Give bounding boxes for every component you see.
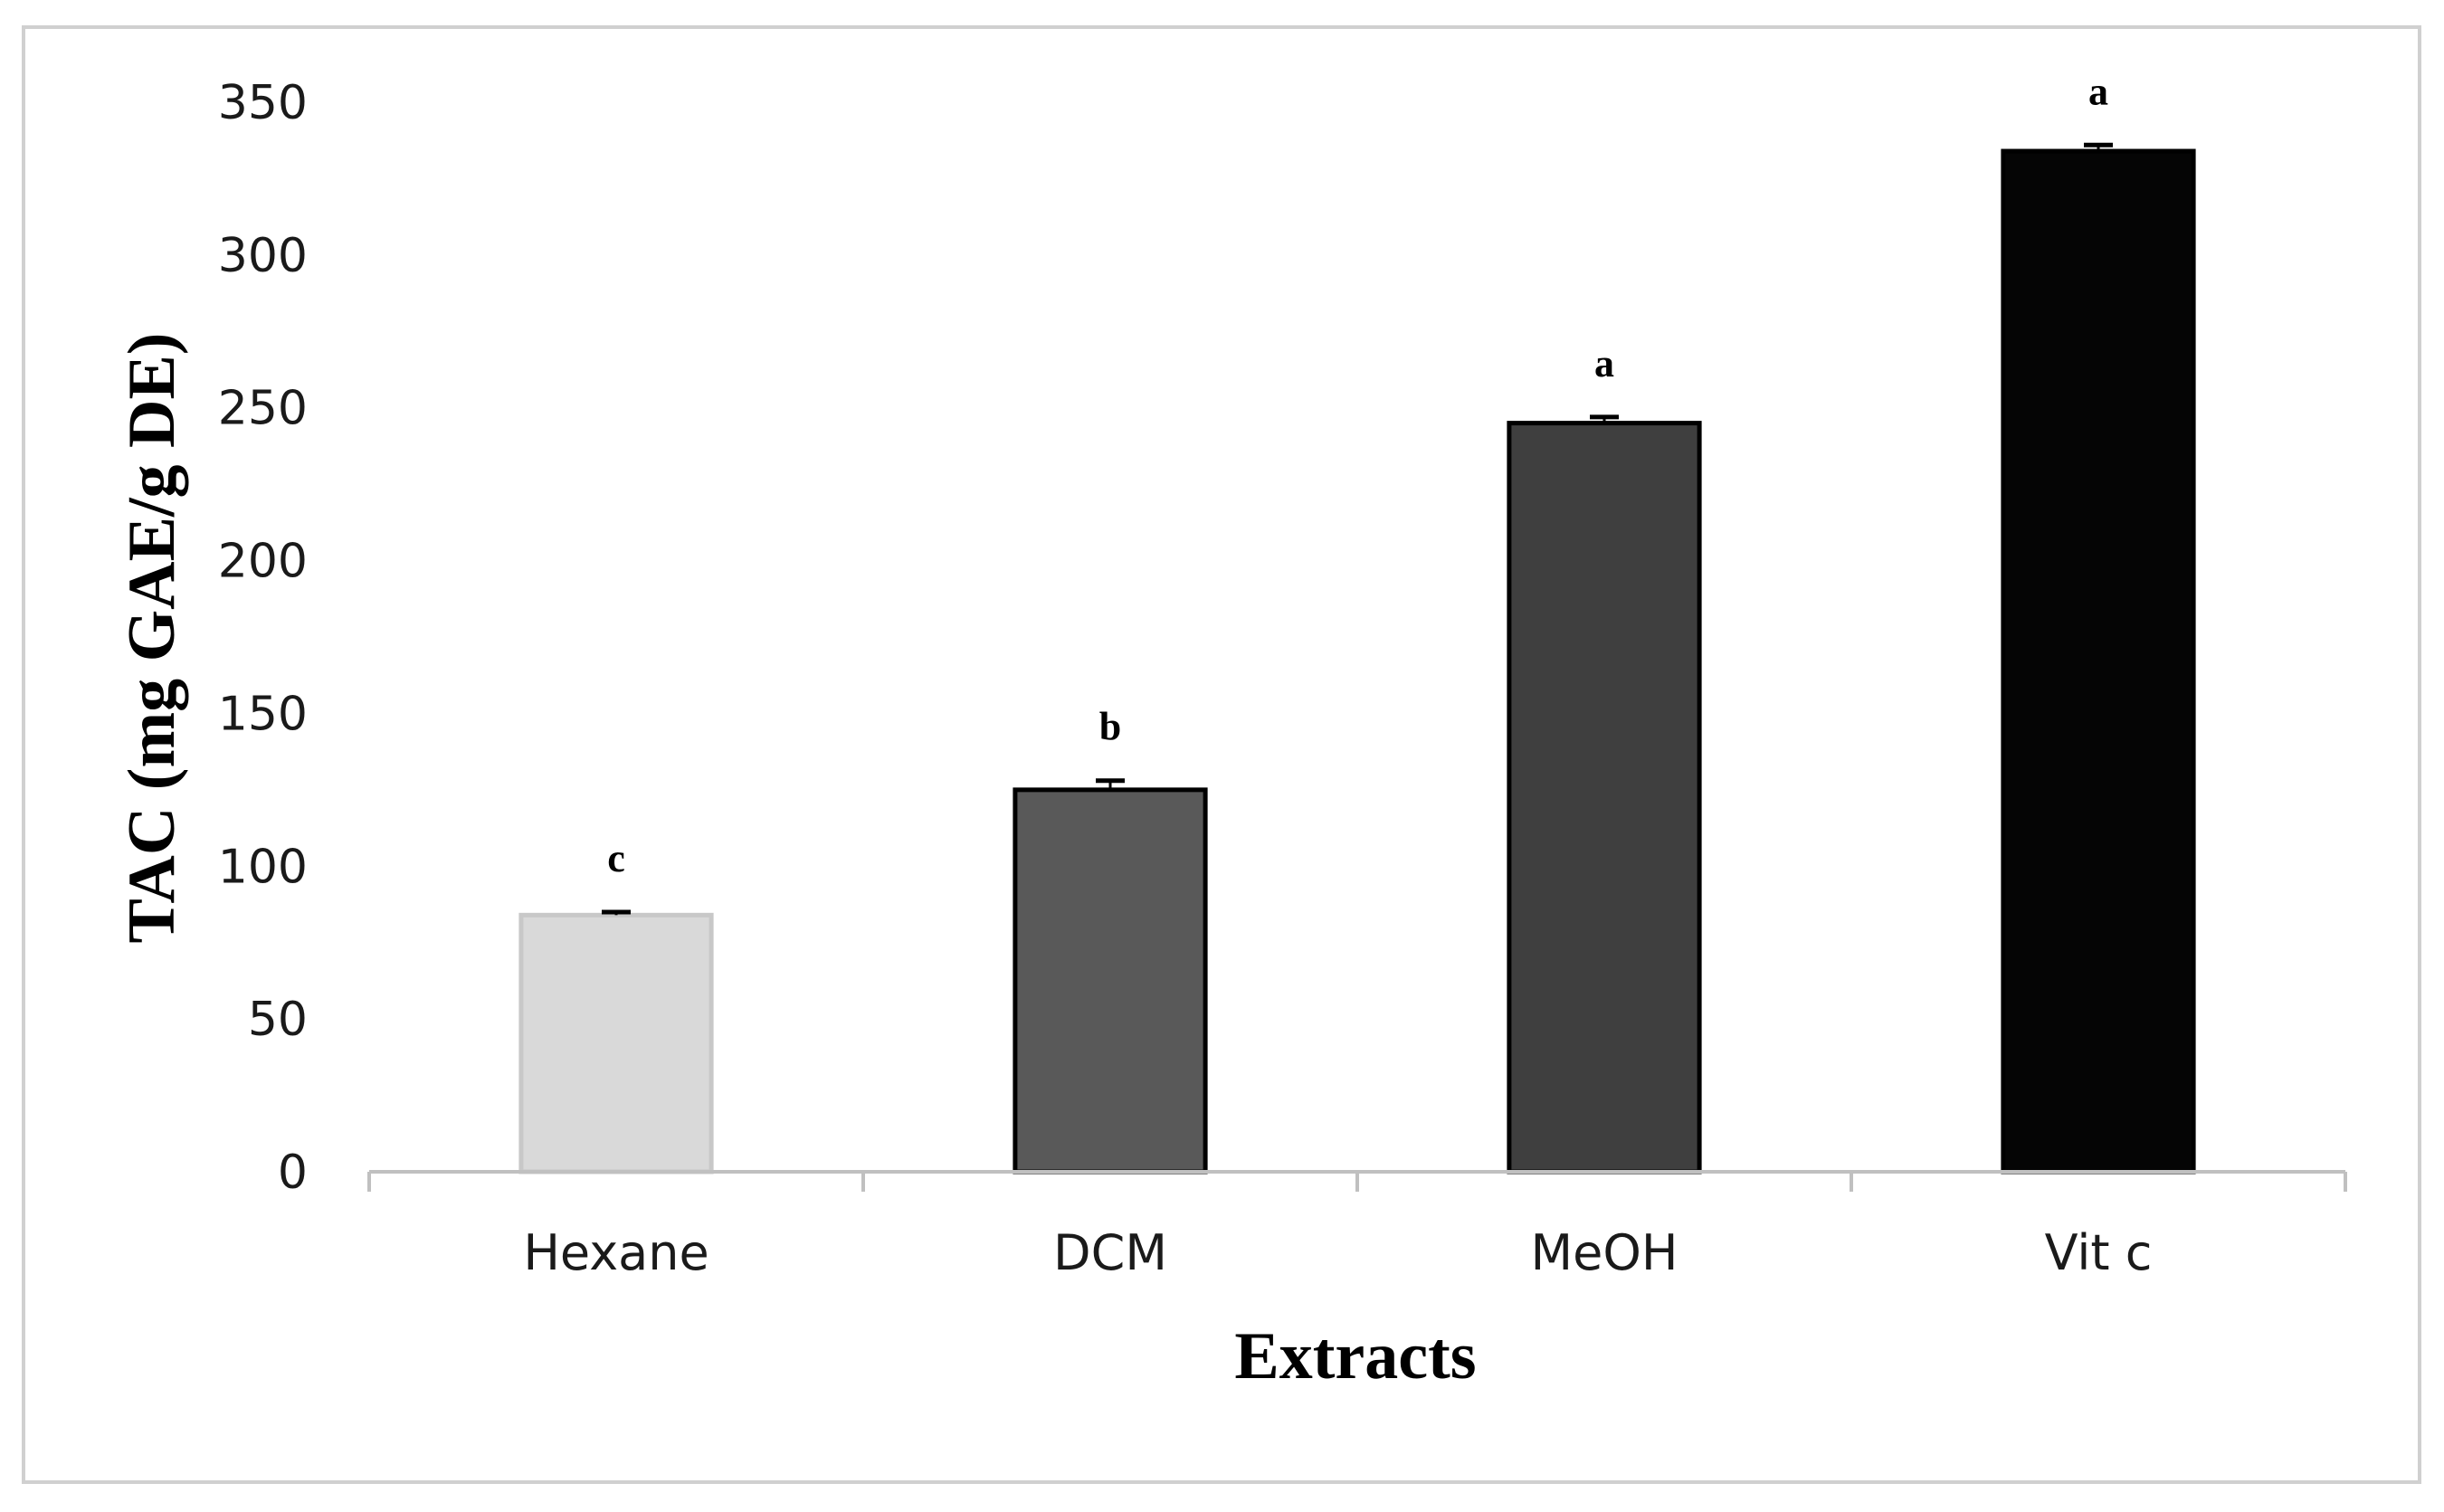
y-tick-label: 50 — [248, 993, 308, 1047]
bar-hexane — [518, 912, 714, 1174]
x-tick-label: Hexane — [523, 1224, 708, 1281]
y-tick-label: 300 — [218, 229, 308, 283]
bar-series — [518, 148, 2196, 1174]
y-tick-label: 200 — [218, 535, 308, 589]
y-tick-label: 100 — [218, 840, 308, 894]
bar-vit-c — [2001, 148, 2196, 1174]
y-tick-label: 150 — [218, 687, 308, 741]
x-tick-label: DCM — [1053, 1224, 1167, 1281]
significance-letters: c b a a — [607, 69, 2108, 880]
y-tick-label: 250 — [218, 382, 308, 436]
bar-meoh — [1507, 421, 1702, 1174]
significance-letter: c — [607, 836, 625, 880]
x-tick-label: Vit c — [2045, 1224, 2153, 1281]
bar-dcm — [1013, 787, 1208, 1174]
significance-letter: a — [2088, 69, 2108, 113]
x-axis-title: Extracts — [1234, 1319, 1476, 1393]
error-bars — [602, 142, 2113, 916]
x-axis — [367, 1170, 2347, 1192]
y-tick-label: 0 — [278, 1146, 308, 1200]
y-tick-label: 350 — [218, 76, 308, 130]
significance-letter: a — [1594, 341, 1614, 385]
x-tick-label: MeOH — [1531, 1224, 1678, 1281]
significance-letter: b — [1099, 705, 1121, 749]
y-axis-tick-labels: 0 50 100 150 200 250 300 350 — [218, 76, 308, 1200]
x-axis-category-labels: Hexane DCM MeOH Vit c — [523, 1224, 2152, 1281]
y-axis-title: TAC (mg GAE/g DE) — [115, 333, 189, 944]
